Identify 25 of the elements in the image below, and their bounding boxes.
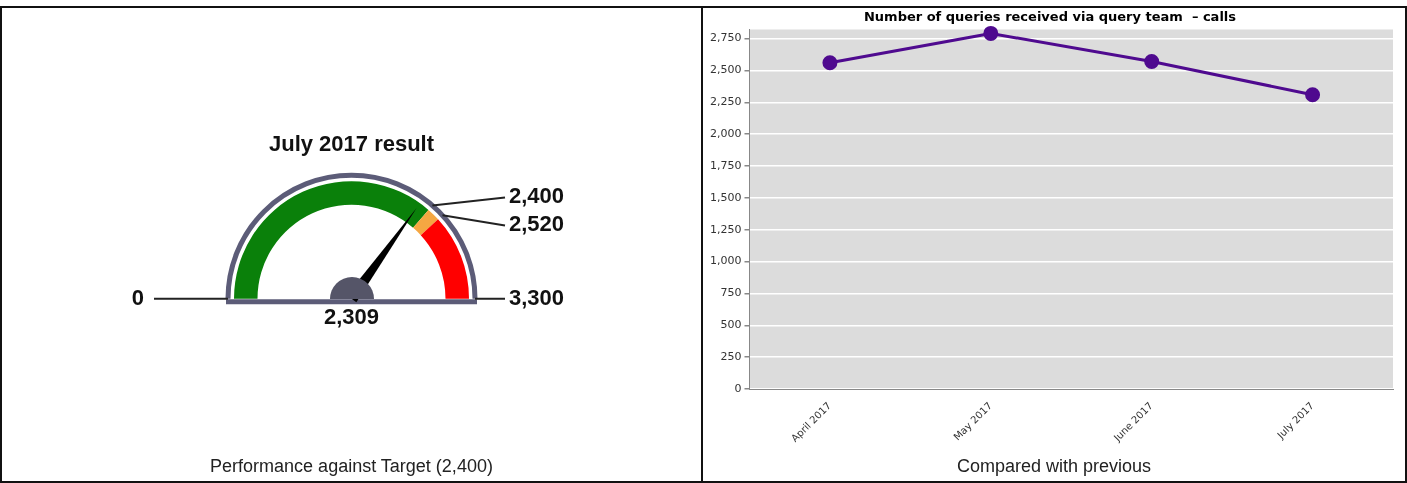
point [1144,53,1160,69]
y-tick-label: 2,750 [709,31,742,45]
y-tick-label: 2,500 [709,63,742,77]
y-tick-label: 1,000 [709,254,742,268]
y-tick-label: 250 [720,350,742,364]
y-tick-label: 1,500 [709,190,742,204]
point [822,55,838,71]
y-tick-label: 1,250 [709,222,742,236]
point [983,25,999,41]
text: Compared with previous [955,456,1153,477]
y-tick-label: 0 [734,381,742,395]
y-tick-label: 1,750 [709,158,742,172]
text: Performance against Target (2,400) [209,456,494,477]
slice-label: 2,400 [509,183,565,209]
y-tick-label: 2,250 [709,95,742,109]
text: 0 [131,284,144,310]
slice-label: 3,300 [509,284,565,310]
y-tick-label: 2,000 [709,127,742,140]
chart-title: Number of queries received via query team – calls [863,9,1237,25]
point [1305,87,1321,103]
y-tick-label: 750 [720,286,742,300]
chart-title: July 2017 result [268,131,435,157]
text: 2,309 [323,303,380,329]
slice-label: 2,520 [509,211,565,237]
y-tick-label: 500 [720,318,742,332]
